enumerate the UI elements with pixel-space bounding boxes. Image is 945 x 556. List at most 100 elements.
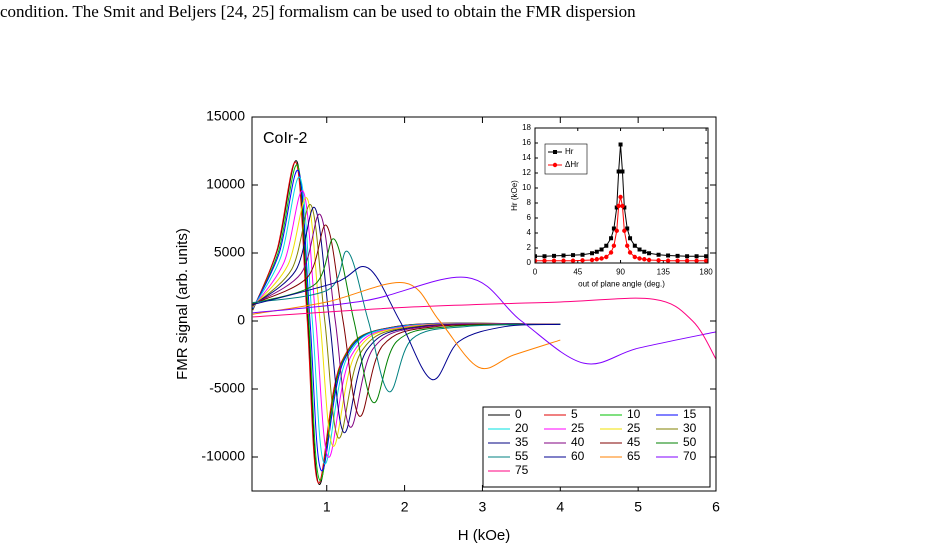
x-tick-label: 45 [573, 268, 582, 277]
marker [608, 250, 614, 255]
x-tick-label: 6 [712, 499, 720, 515]
y-tick-label: -5000 [209, 380, 245, 396]
marker [594, 249, 599, 254]
marker [589, 257, 595, 263]
marker [614, 205, 619, 210]
marker [620, 169, 625, 174]
marker [571, 253, 576, 258]
y-tick-label: 15000 [206, 108, 245, 124]
legend-marker [552, 162, 558, 168]
legend-label: 40 [571, 435, 585, 449]
marker [646, 257, 652, 263]
series-line [252, 197, 561, 447]
y-tick-label: -10000 [201, 448, 245, 464]
legend-label: 10 [627, 407, 641, 421]
x-tick-label: 180 [699, 268, 713, 277]
legend-label: 25 [627, 421, 641, 435]
marker [665, 258, 671, 263]
series-line [252, 224, 561, 417]
marker [637, 247, 642, 252]
marker [666, 253, 671, 258]
x-tick-label: 90 [616, 268, 625, 277]
y-axis-label: FMR signal (arb. units) [174, 228, 191, 380]
marker [604, 243, 609, 248]
marker [625, 226, 630, 231]
y-tick-label: 14 [522, 153, 531, 162]
legend-label: 45 [627, 435, 641, 449]
series-line [252, 266, 561, 380]
x-tick-label: 1 [323, 499, 331, 515]
marker [599, 256, 604, 261]
legend-label: 0 [515, 407, 522, 421]
y-tick-label: 4 [527, 228, 532, 237]
plot-area [535, 142, 708, 263]
marker [611, 243, 617, 248]
y-tick-label: 0 [237, 312, 245, 328]
marker [632, 254, 638, 260]
marker [614, 228, 619, 233]
marker [535, 258, 538, 263]
marker [561, 258, 566, 263]
series-line [252, 213, 561, 428]
marker [625, 243, 630, 248]
marker [656, 252, 661, 257]
x-tick-label: 5 [634, 499, 642, 515]
legend-label: 20 [515, 421, 529, 435]
marker [637, 256, 642, 261]
marker [675, 253, 680, 258]
series-line [252, 276, 716, 365]
marker [628, 236, 633, 241]
x-tick-label: 2 [401, 499, 409, 515]
legend-label: 15 [683, 407, 697, 421]
marker [604, 254, 609, 260]
x-tick-label: 135 [657, 268, 671, 277]
marker [622, 205, 627, 210]
marker [616, 203, 621, 209]
plot-frame [251, 116, 717, 492]
marker [647, 251, 652, 256]
marker [642, 249, 647, 254]
legend-box [544, 143, 588, 175]
marker [551, 258, 557, 263]
marker [620, 203, 625, 209]
marker [552, 253, 557, 258]
marker [594, 257, 599, 262]
series-line [252, 190, 561, 458]
legend-label: 35 [515, 435, 529, 449]
legend-label: 55 [515, 449, 529, 463]
marker [590, 251, 595, 256]
marker [642, 257, 647, 262]
marker [694, 254, 699, 259]
x-axis-label: out of plane angle (deg.) [578, 280, 665, 289]
y-tick-label: 10 [522, 183, 531, 192]
marker [599, 247, 604, 252]
legend-box [482, 406, 711, 488]
marker [616, 169, 621, 174]
y-axis-label: Hr (kOe) [510, 180, 519, 211]
y-tick-label: 5000 [214, 244, 245, 260]
y-tick-label: 12 [522, 168, 531, 177]
marker [580, 258, 585, 263]
y-tick-label: 8 [527, 198, 532, 207]
x-tick-label: 4 [556, 499, 564, 515]
marker [580, 252, 585, 257]
legend-label: 50 [683, 435, 697, 449]
marker [542, 258, 547, 263]
series-line [252, 238, 561, 404]
marker [570, 258, 576, 263]
series-line [252, 204, 561, 439]
marker [622, 228, 627, 233]
annotation: CoIr-2 [263, 130, 308, 147]
y-tick-label: 6 [527, 213, 532, 222]
series-line [252, 282, 561, 370]
x-tick-label: 0 [533, 268, 538, 277]
marker [685, 254, 690, 259]
marker [656, 258, 661, 263]
body-text: condition. The Smit and Beljers [24, 25]… [0, 2, 636, 21]
y-tick-label: 18 [522, 123, 531, 132]
legend-label: 75 [515, 463, 529, 477]
series-line [252, 176, 561, 465]
legend-label: ΔHr [565, 160, 579, 169]
